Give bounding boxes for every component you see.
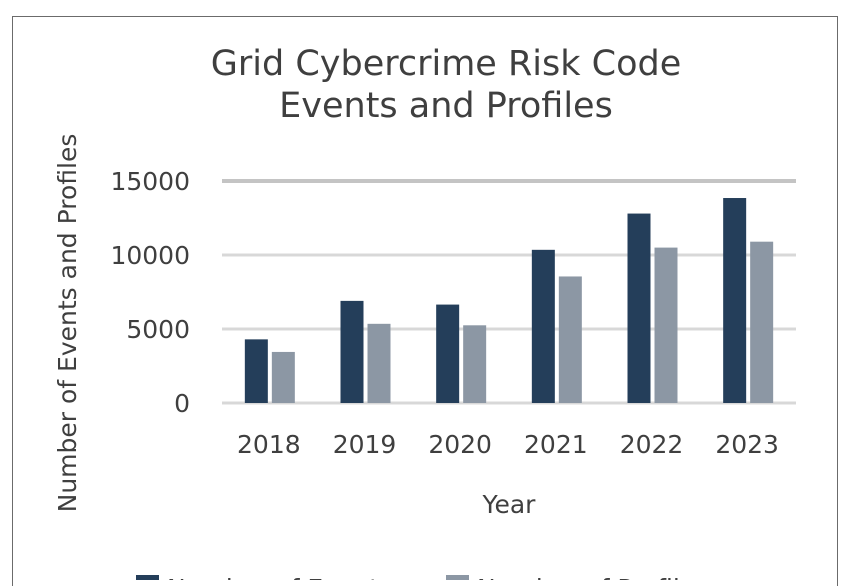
legend-swatch [446,575,469,580]
bar-events [723,198,747,403]
y-tick-label: 15000 [110,167,190,196]
x-tick-label: 2023 [715,430,779,459]
bar-profiles [558,276,582,403]
bar-profiles [654,247,678,403]
y-axis-ticks: 0 5000 10000 15000 [110,167,190,418]
chart-title-line-1: Grid Cybercrime Risk Code [211,44,681,84]
chart-title-line-2: Events and Profiles [279,86,613,126]
bar-events [627,213,651,403]
bar-profiles [367,323,391,403]
legend: Number of Events Number of Profiles [136,574,708,580]
legend-label: Number of Events [167,574,392,580]
x-tick-label: 2021 [524,430,588,459]
bar-events [531,249,555,403]
bar-profiles [750,241,774,403]
bar-profiles [271,351,295,403]
bar-profiles [463,325,487,403]
legend-swatch [136,575,159,580]
x-axis-label: Year [482,490,537,519]
x-axis-ticks: 2018 2019 2020 2021 2022 2023 [237,430,779,459]
chart-frame [12,16,838,586]
y-axis-label: Number of Events and Profiles [53,134,82,513]
y-tick-label: 10000 [110,241,190,270]
x-tick-label: 2022 [620,430,684,459]
bars [244,198,774,403]
bar-events [340,300,364,403]
x-tick-label: 2020 [428,430,492,459]
gridlines [222,179,796,405]
y-tick-label: 5000 [126,315,190,344]
x-tick-label: 2019 [333,430,397,459]
legend-label: Number of Profiles [477,574,708,580]
y-tick-label: 0 [174,389,190,418]
bar-events [244,339,268,403]
x-tick-label: 2018 [237,430,301,459]
bar-events [436,304,460,403]
